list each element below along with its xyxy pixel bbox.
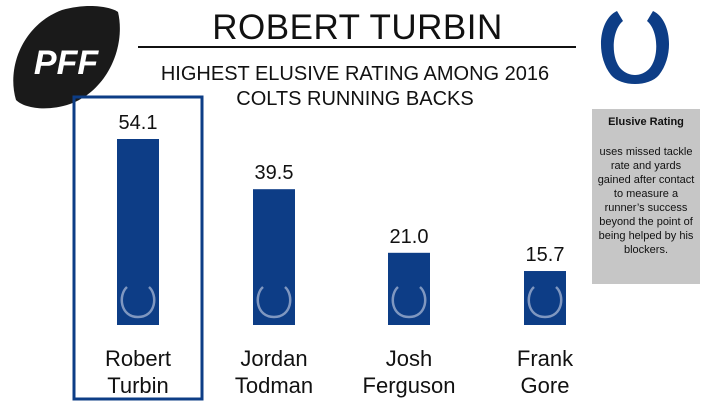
value-label: 39.5 <box>255 162 294 184</box>
category-label: Josh <box>386 346 432 371</box>
highlight-box <box>72 95 204 401</box>
football-shape <box>13 5 120 109</box>
page-title: ROBERT TURBIN <box>212 8 503 47</box>
category-label: Ferguson <box>363 373 456 398</box>
horseshoe-icon <box>256 286 292 319</box>
chart-subtitle: HIGHEST ELUSIVE RATING AMONG 2016 COLTS … <box>130 62 580 112</box>
pff-logo-text: PFF <box>34 44 99 82</box>
bar-josh-ferguson <box>388 252 430 325</box>
info-box-title: Elusive Rating <box>608 116 684 128</box>
category-label: Jordan <box>240 346 307 371</box>
title-divider <box>138 46 576 48</box>
category-label: Todman <box>235 373 313 398</box>
horseshoe-icon <box>527 286 563 319</box>
category-label: Gore <box>521 373 570 398</box>
info-box-text: uses missed tackle rate and yards gained… <box>597 146 695 256</box>
subtitle-line-1: HIGHEST ELUSIVE RATING AMONG 2016 <box>160 63 550 85</box>
bar-jordan-todman <box>253 189 295 325</box>
category-label: Turbin <box>107 373 169 398</box>
horseshoe-icon <box>391 286 427 319</box>
bar-robert-turbin <box>117 139 159 325</box>
subtitle-line-2: COLTS RUNNING BACKS <box>236 88 474 110</box>
value-label: 15.7 <box>526 244 565 266</box>
pff-logo: PFF <box>13 5 120 109</box>
value-label: 21.0 <box>390 226 429 248</box>
category-label: Robert <box>105 346 171 371</box>
value-label: 54.1 <box>119 112 158 134</box>
info-box: Elusive Rating uses missed tackle rate a… <box>592 109 700 284</box>
colts-horseshoe-icon <box>600 11 670 84</box>
category-label: Frank <box>517 346 574 371</box>
horseshoe-icon <box>120 286 156 319</box>
